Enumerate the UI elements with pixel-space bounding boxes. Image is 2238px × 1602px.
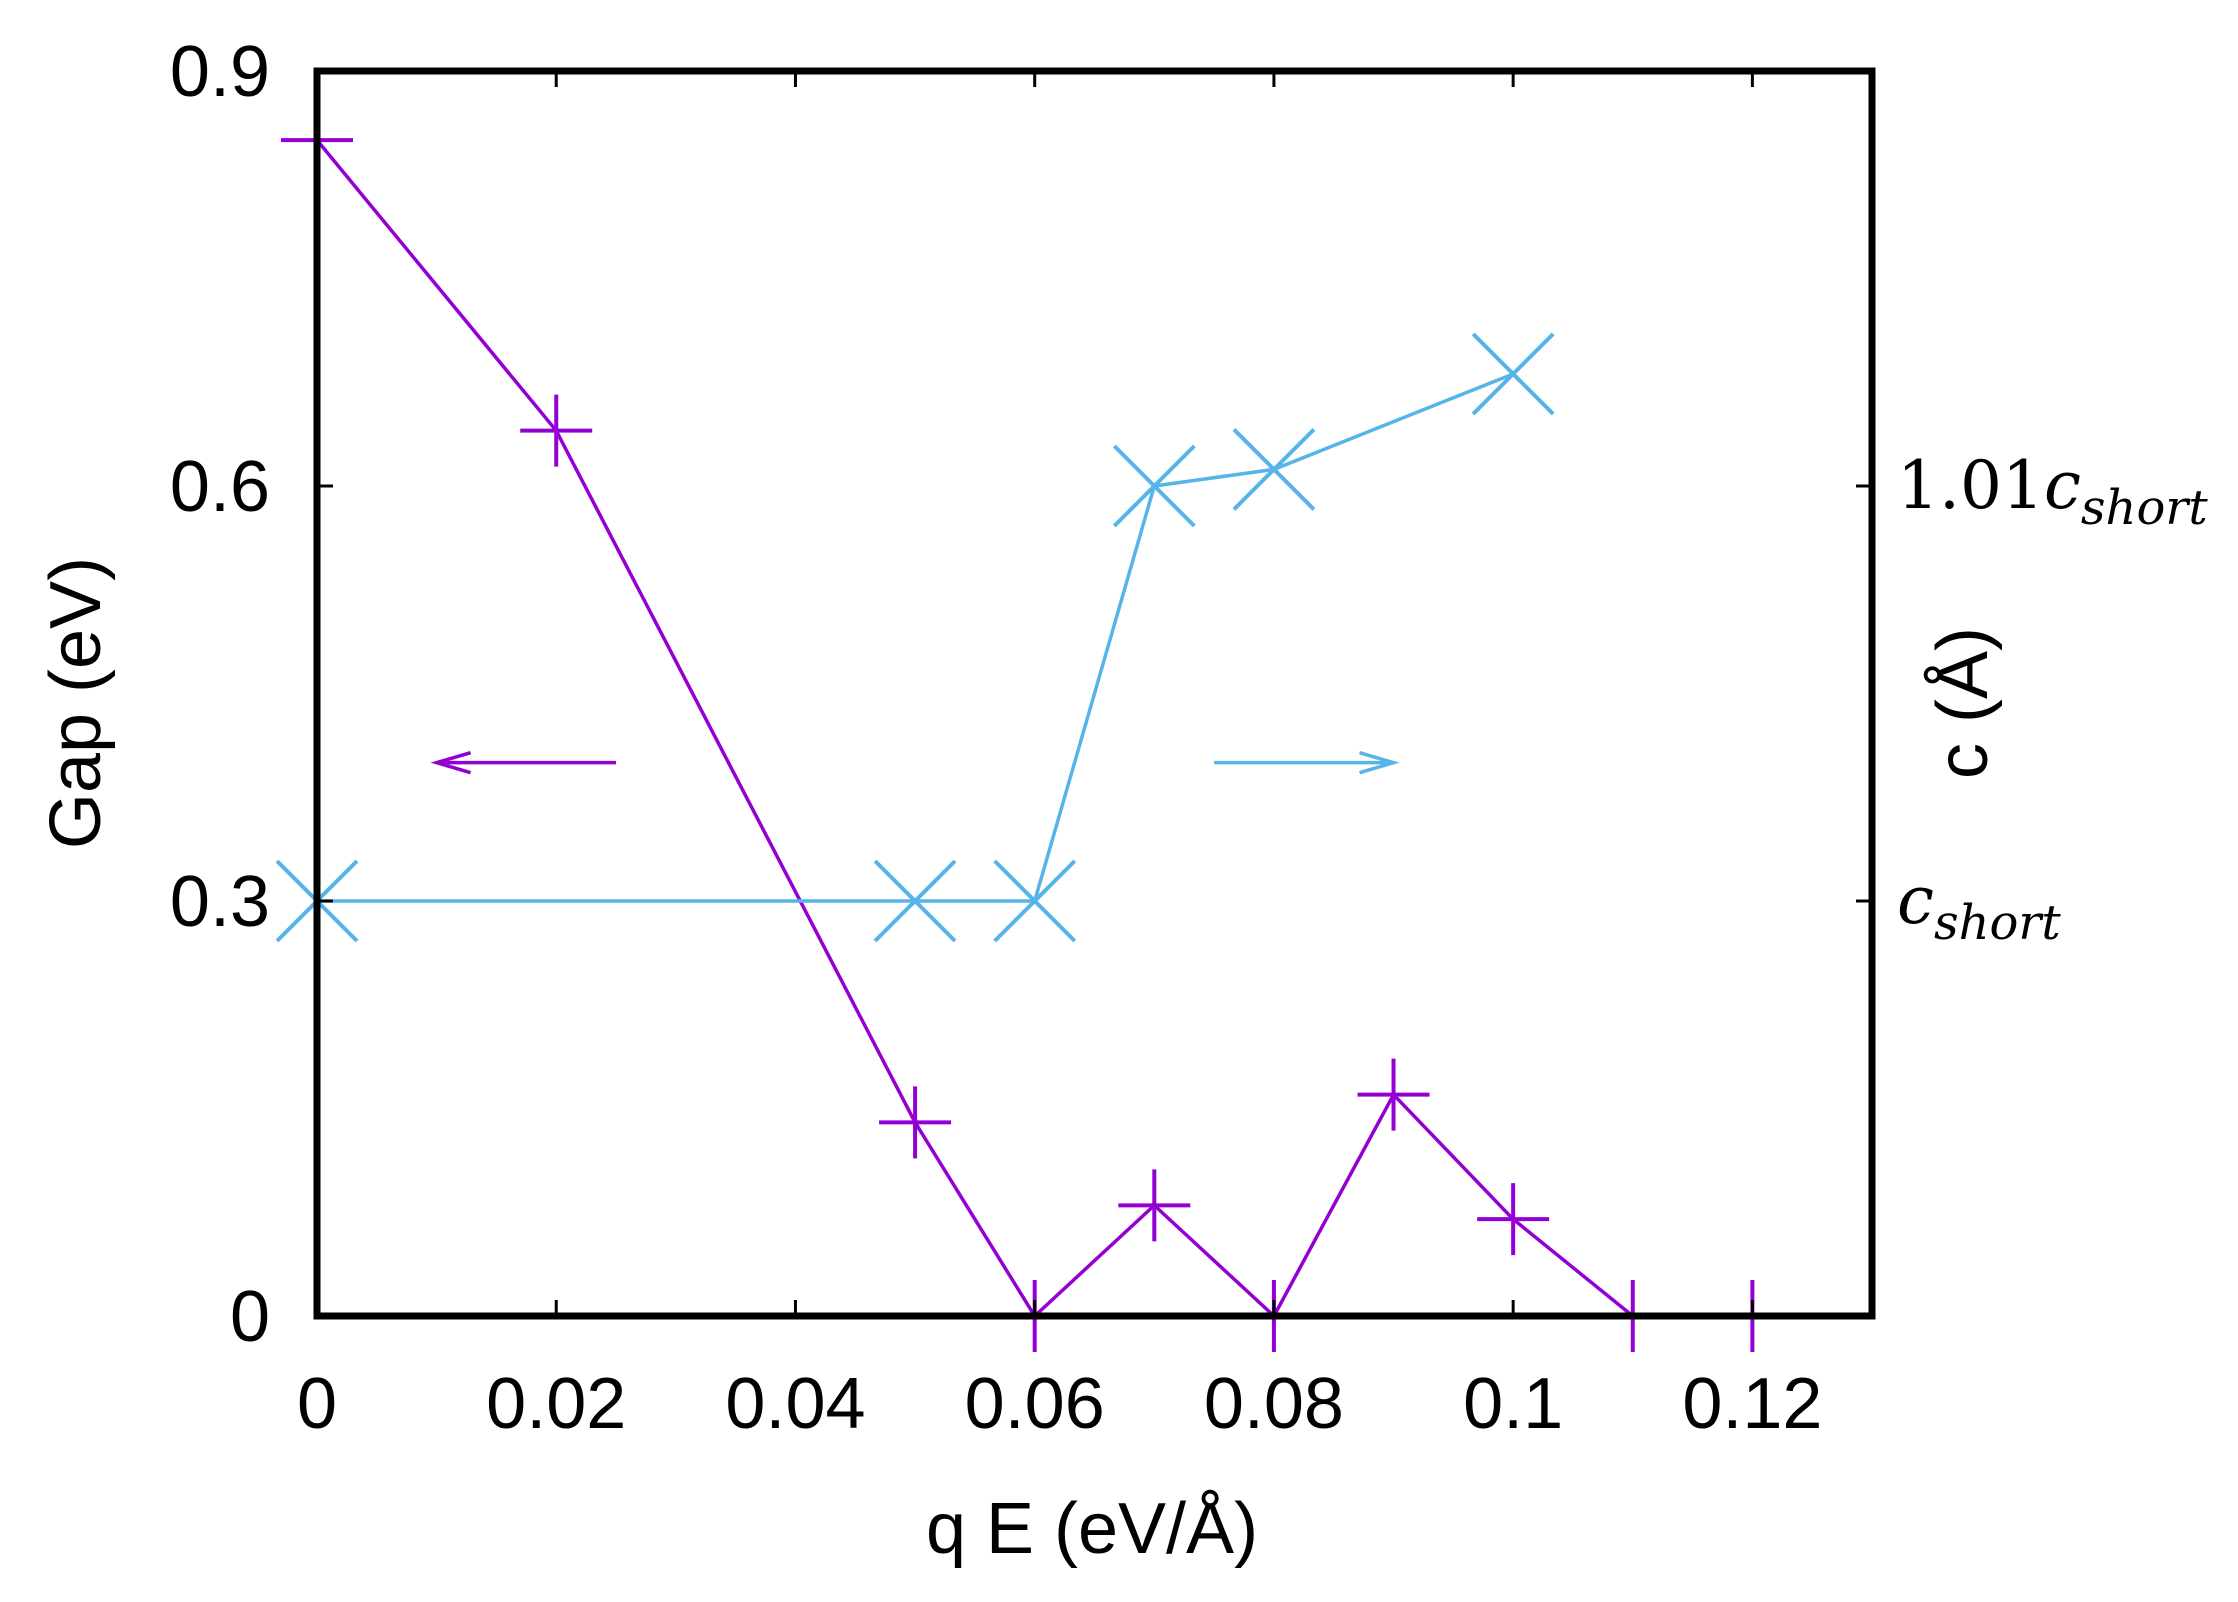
series-2-point (1232, 427, 1316, 511)
arrow-left (430, 750, 617, 775)
series-1-point (1357, 1058, 1430, 1131)
x-tick-label: 0.06 (965, 1364, 1105, 1444)
x-axis-label: q E (eV/Å) (926, 1489, 1258, 1569)
y-tick-label: 0.6 (170, 447, 270, 527)
series-2-point (873, 859, 957, 943)
series-2-point (993, 859, 1077, 943)
x-tick-label: 0.04 (725, 1364, 865, 1444)
y-tick-label: 0.3 (170, 862, 270, 942)
series-2-line (317, 372, 1514, 903)
series-2-point (1112, 444, 1196, 528)
x-tick-label: 0.1 (1463, 1364, 1563, 1444)
plot-frame (313, 67, 1876, 1320)
annotation-layer (430, 750, 1400, 775)
y2-tick-label: cshort (1897, 862, 2061, 951)
x-tick-label: 0.02 (486, 1364, 626, 1444)
y2-tick-label: 1.01cshort (1897, 447, 2208, 536)
series-2-point (1471, 332, 1555, 416)
series-1-point (1477, 1183, 1550, 1256)
series-1-line (315, 139, 1753, 1319)
y-tick-label: 0 (230, 1277, 270, 1357)
x-tick-label: 0 (297, 1364, 337, 1444)
series-1-point (520, 394, 593, 467)
series-layer (275, 104, 1789, 1352)
arrow-right (1214, 750, 1400, 775)
series-1-point (879, 1086, 952, 1159)
y-axis-label: Gap (eV) (36, 557, 116, 849)
tick-layer: 0 0.02 0.04 0.06 0.08 0.1 0.12 0 0.3 0.6 0.9 cshort… (170, 32, 2208, 1444)
x-tick-label: 0.12 (1682, 1364, 1822, 1444)
series-1-point (1118, 1169, 1191, 1242)
x-tick-label: 0.08 (1204, 1364, 1344, 1444)
y-tick-label: 0.9 (170, 32, 270, 112)
y2-axis-label: c (Å) (1923, 627, 2003, 779)
